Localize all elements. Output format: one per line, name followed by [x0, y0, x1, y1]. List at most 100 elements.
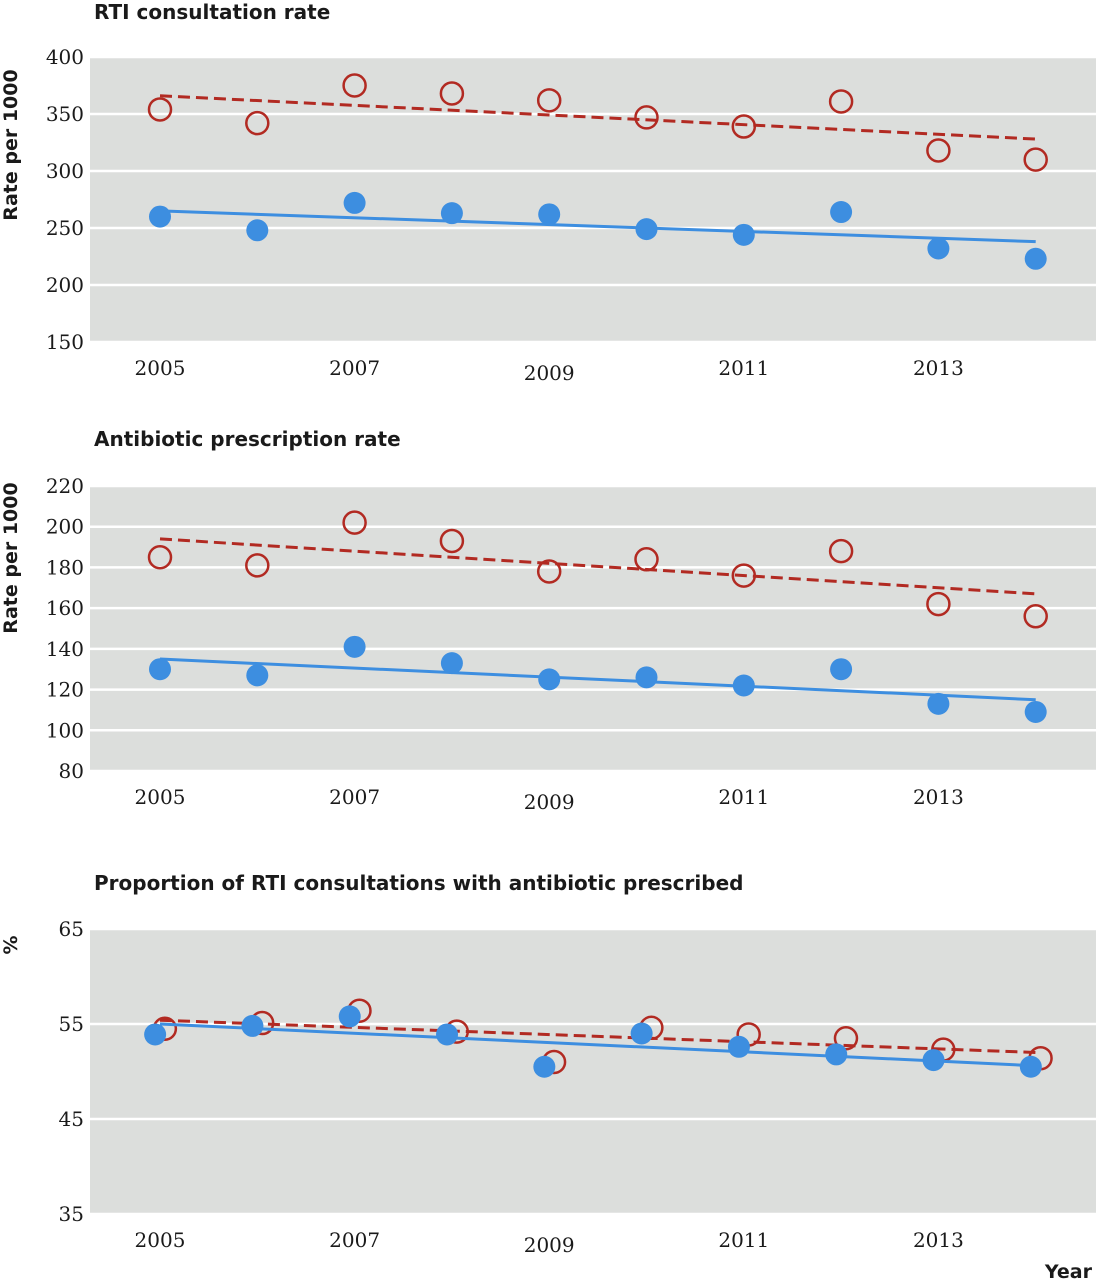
data-point — [825, 1043, 848, 1066]
series-2 — [144, 1005, 1042, 1078]
data-point — [727, 1035, 750, 1058]
data-point — [927, 237, 950, 260]
y-axis-label: % — [0, 935, 22, 954]
series-1 — [147, 510, 1048, 629]
data-point — [147, 545, 173, 570]
x-tick-label: 2011 — [718, 1228, 769, 1252]
data-point — [533, 1055, 556, 1078]
data-point — [440, 202, 463, 225]
y-tick-label: 160 — [46, 596, 84, 620]
data-point — [147, 97, 173, 122]
y-tick-label: 250 — [46, 216, 84, 240]
data-point — [1023, 147, 1048, 172]
data-point — [927, 692, 950, 715]
data-point — [731, 563, 757, 588]
data-point — [241, 1014, 264, 1037]
data-point — [246, 664, 269, 687]
plot-background — [90, 929, 1096, 1214]
x-axis-label: Year — [1044, 1261, 1093, 1280]
data-point — [732, 674, 755, 697]
data-point — [439, 81, 465, 106]
data-point — [828, 538, 854, 564]
x-tick-label: 2007 — [329, 356, 380, 380]
x-tick-label: 2005 — [135, 785, 186, 809]
x-tick-label: 2005 — [135, 1228, 186, 1252]
data-point — [635, 218, 658, 241]
chart-panel-1: 150 200 250 300 350 400 RTI consultation rate R… — [0, 0, 1096, 385]
data-point — [246, 219, 269, 242]
data-point — [342, 510, 367, 535]
x-tick-label: 2009 — [524, 361, 575, 385]
data-point — [926, 591, 951, 617]
x-tick-label: 2013 — [913, 1228, 964, 1252]
y-tick-label: 200 — [46, 273, 84, 297]
data-point — [922, 1049, 945, 1072]
y-tick-label: 100 — [46, 718, 84, 742]
plot-background — [90, 57, 1096, 342]
data-point — [343, 635, 366, 658]
data-point — [338, 1005, 361, 1028]
data-point — [538, 668, 561, 691]
x-tick-label: 2007 — [329, 1228, 380, 1252]
y-tick-label: 55 — [59, 1012, 84, 1036]
trend-line — [159, 209, 1036, 244]
data-point — [1024, 247, 1047, 270]
series-2 — [149, 191, 1047, 270]
y-tick-label: 120 — [46, 678, 84, 702]
x-tick-label: 2009 — [524, 790, 575, 814]
data-point — [245, 110, 270, 136]
y-axis-label: Rate per 1000 — [0, 482, 22, 633]
y-tick-label: 35 — [59, 1202, 84, 1226]
data-point — [149, 205, 171, 228]
data-point — [440, 652, 463, 675]
data-point — [635, 666, 658, 689]
x-tick-label: 2007 — [329, 785, 380, 809]
y-tick-label: 150 — [46, 330, 84, 354]
chart-panel-3: 35 45 55 65 Proportion of RTI consultations … — [0, 871, 1096, 1257]
y-tick-label: 65 — [59, 917, 84, 941]
data-point — [828, 89, 854, 114]
y-axis-label: Rate per 1000 — [0, 69, 22, 220]
data-point — [342, 73, 367, 98]
data-point — [538, 203, 561, 226]
chart-panel-2: 80 100 120 140 160 180 200 220 Antibiotic prescr… — [0, 427, 1096, 814]
x-tick-label: 2009 — [524, 1233, 575, 1257]
data-point — [343, 191, 366, 214]
y-tick-label: 180 — [46, 555, 84, 579]
y-tick-label: 140 — [46, 637, 84, 661]
x-tick-label: 2013 — [913, 356, 964, 380]
data-point — [536, 88, 562, 113]
data-point — [731, 114, 757, 139]
plot-background — [90, 486, 1096, 771]
chart-title: Antibiotic prescription rate — [94, 427, 401, 451]
data-point — [245, 553, 270, 578]
trend-line — [159, 1022, 1036, 1068]
data-point — [833, 1026, 859, 1051]
y-tick-label: 200 — [46, 515, 84, 539]
y-tick-label: 220 — [46, 474, 84, 498]
data-point — [630, 1022, 653, 1045]
data-point — [536, 559, 562, 584]
chart-title: RTI consultation rate — [94, 0, 330, 24]
data-point — [149, 658, 171, 681]
x-tick-label: 2005 — [135, 356, 186, 380]
data-point — [634, 547, 659, 572]
trend-line — [159, 94, 1036, 141]
x-tick-label: 2013 — [913, 785, 964, 809]
data-point — [926, 138, 951, 163]
trend-line — [159, 657, 1036, 702]
data-point — [1023, 604, 1048, 629]
data-point — [1019, 1055, 1042, 1078]
data-point — [830, 201, 853, 224]
y-tick-label: 400 — [46, 45, 84, 69]
series-2 — [149, 635, 1047, 723]
y-tick-label: 350 — [46, 102, 84, 126]
x-tick-label: 2011 — [718, 785, 769, 809]
trend-line — [159, 1018, 1036, 1054]
trend-line — [159, 537, 1036, 596]
data-point — [439, 528, 465, 554]
data-point — [1024, 700, 1047, 723]
y-tick-label: 300 — [46, 159, 84, 183]
x-tick-label: 2011 — [718, 356, 769, 380]
